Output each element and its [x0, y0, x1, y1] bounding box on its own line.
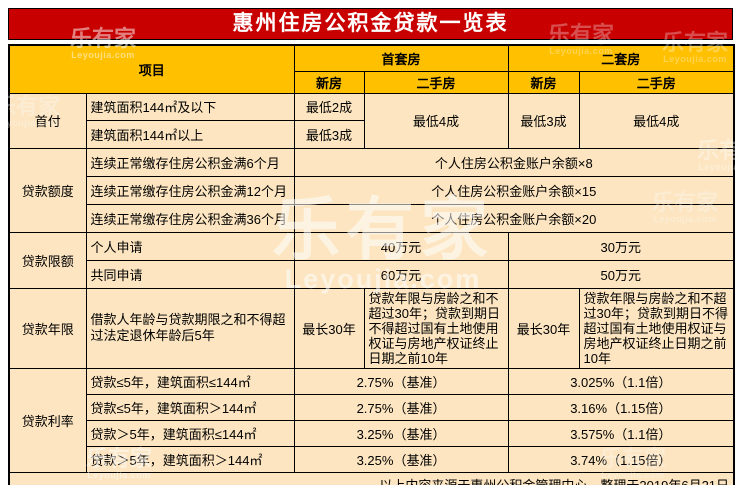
loan-term-second-used: 贷款年限与房龄之和不超过30年；贷款到期日不得超过国有土地使用权证与房地产权证终…: [578, 287, 735, 369]
page-title: 惠州住房公积金贷款一览表: [8, 8, 733, 40]
table-row: 贷款＞5年，建筑面积＞144㎡ 3.25%（基准） 3.74%（1.15倍）: [9, 445, 735, 473]
loan-rate-first-2: 2.75%（基准）: [293, 393, 509, 421]
table-row: 贷款≤5年，建筑面积＞144㎡ 2.75%（基准） 3.16%（1.15倍）: [9, 393, 735, 421]
down-payment-first-new-2: 最低3成: [293, 119, 365, 149]
table-row: 共同申请 60万元 50万元: [9, 259, 735, 289]
loan-quota-item-1: 连续正常缴存住房公积金满6个月: [85, 147, 295, 177]
table-row: 贷款年限 借款人年龄与贷款期限之和不得超过法定退休年龄后5年 最长30年 贷款年…: [8, 287, 735, 369]
loan-term-first-used: 贷款年限与房龄之和不超过30年；贷款到期日不得超过国有土地使用权证与房地产权证终…: [363, 287, 509, 369]
header-first-new: 新房: [293, 70, 365, 94]
loan-term-second-new: 最长30年: [507, 287, 580, 369]
loan-rate-item-3: 贷款＞5年，建筑面积≤144㎡: [85, 419, 295, 447]
loan-rate-first-4: 3.25%（基准）: [293, 445, 509, 473]
header-second-home: 二套房: [507, 44, 735, 72]
loan-limit-label: 贷款限额: [8, 231, 87, 289]
table-row: 连续正常缴存住房公积金满36个月 个人住房公积金账户余额×20: [9, 203, 735, 233]
down-payment-second-new: 最低3成: [507, 92, 580, 149]
loan-rate-second-3: 3.575%（1.1倍）: [507, 419, 735, 447]
loan-quota-label: 贷款额度: [8, 147, 87, 233]
table-row: 贷款限额 个人申请 40万元 30万元: [8, 231, 735, 289]
loan-limit-item-1: 个人申请: [85, 231, 295, 261]
loan-limit-second-1: 30万元: [507, 231, 735, 261]
loan-limit-item-2: 共同申请: [85, 259, 295, 289]
down-payment-first-new-1: 最低2成: [293, 92, 365, 121]
loan-quota-item-2: 连续正常缴存住房公积金满12个月: [85, 175, 295, 205]
loan-quota-item-3: 连续正常缴存住房公积金满36个月: [85, 203, 295, 233]
loan-rate-item-1: 贷款≤5年，建筑面积≤144㎡: [85, 367, 295, 395]
loan-limit-second-2: 50万元: [507, 259, 735, 289]
table-row: 贷款利率 贷款≤5年，建筑面积≤144㎡ 2.75%（基准） 3.025%（1.…: [8, 367, 735, 473]
loan-rate-first-3: 3.25%（基准）: [293, 419, 509, 447]
table-row: 首付 建筑面积144㎡及以下 最低2成 最低4成 最低3成 最低4成: [8, 92, 735, 149]
loan-term-first-new: 最长30年: [293, 287, 365, 369]
loan-quota-value-1: 个人住房公积金账户余额×8: [293, 147, 735, 177]
source-note: 以上内容来源于惠州公积金管理中心，整理于2019年6月21日: [8, 471, 735, 485]
down-payment-item-1: 建筑面积144㎡及以下: [85, 92, 295, 121]
down-payment-second-used: 最低4成: [578, 92, 735, 149]
table-row: 贷款＞5年，建筑面积≤144㎡ 3.25%（基准） 3.575%（1.1倍）: [9, 419, 735, 447]
header-first-used: 二手房: [363, 70, 509, 94]
down-payment-item-2: 建筑面积144㎡以上: [85, 119, 295, 149]
down-payment-first-used: 最低4成: [363, 92, 509, 149]
loan-limit-first-1: 40万元: [293, 231, 509, 261]
down-payment-label: 首付: [8, 92, 87, 149]
loan-term-item: 借款人年龄与贷款期限之和不得超过法定退休年龄后5年: [85, 287, 295, 369]
header-row-2: 新房 二手房 新房 二手房: [9, 70, 735, 94]
loan-rate-second-1: 3.025%（1.1倍）: [507, 367, 735, 395]
loan-rate-item-4: 贷款＞5年，建筑面积＞144㎡: [85, 445, 295, 473]
loan-limit-first-2: 60万元: [293, 259, 509, 289]
table-row: 连续正常缴存住房公积金满12个月 个人住房公积金账户余额×15: [9, 175, 735, 205]
loan-rate-second-2: 3.16%（1.15倍）: [507, 393, 735, 421]
table-row: 建筑面积144㎡以上 最低3成: [9, 119, 734, 149]
footer-row: 以上内容来源于惠州公积金管理中心，整理于2019年6月21日: [8, 471, 735, 485]
loan-quota-value-3: 个人住房公积金账户余额×20: [293, 203, 735, 233]
loan-rate-item-2: 贷款≤5年，建筑面积＞144㎡: [85, 393, 295, 421]
header-second-new: 新房: [507, 70, 580, 94]
loan-rate-first-1: 2.75%（基准）: [293, 367, 509, 395]
loan-quota-value-2: 个人住房公积金账户余额×15: [293, 175, 735, 205]
header-second-used: 二手房: [578, 70, 735, 94]
loan-rate-second-4: 3.74%（1.15倍）: [507, 445, 735, 473]
header-project: 项目: [8, 44, 295, 94]
header-first-home: 首套房: [293, 44, 509, 72]
header-row-1: 项目 首套房 二套房: [8, 44, 735, 94]
loan-rate-label: 贷款利率: [8, 367, 87, 473]
loan-info-table: 项目 首套房 二套房 新房 二手房 新房 二手房 首付 建筑面积144㎡及以下 …: [8, 44, 736, 485]
loan-table-sheet: 惠州住房公积金贷款一览表 项目 首套房 二套房 新房 二手房 新房 二手房 首付: [8, 8, 736, 485]
table-row: 贷款额度 连续正常缴存住房公积金满6个月 个人住房公积金账户余额×8: [8, 147, 735, 233]
loan-term-label: 贷款年限: [8, 287, 87, 369]
